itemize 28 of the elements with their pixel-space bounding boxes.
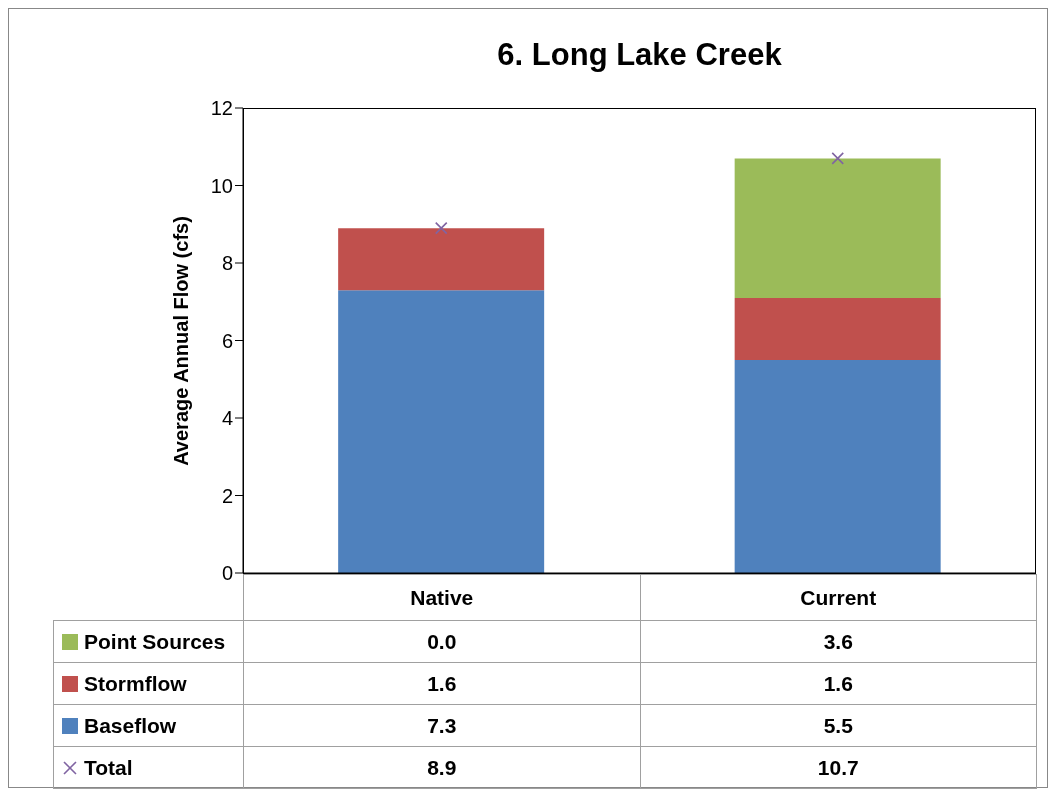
y-tick-label: 12 bbox=[210, 97, 233, 120]
y-tick-label: 6 bbox=[221, 329, 233, 352]
data-label: 7.3 bbox=[243, 704, 640, 747]
y-tick-label: 2 bbox=[221, 484, 233, 507]
data-label: 1.6 bbox=[243, 662, 640, 705]
y-tick-label: 0 bbox=[221, 562, 233, 585]
y-tick-label: 4 bbox=[221, 407, 233, 430]
data-label: 10.7 bbox=[640, 746, 1037, 789]
x-tick-label: Native bbox=[243, 574, 640, 621]
data-label: 8.9 bbox=[243, 746, 640, 789]
y-tick-label: 8 bbox=[221, 252, 233, 275]
data-label: 3.6 bbox=[640, 620, 1037, 663]
legend-label: Stormflow bbox=[53, 662, 244, 705]
y-tick-label: 10 bbox=[210, 174, 233, 197]
bar bbox=[338, 228, 545, 291]
legend-label: Point Sources bbox=[53, 620, 244, 663]
bar bbox=[734, 297, 941, 360]
bar bbox=[734, 359, 941, 573]
data-label: 5.5 bbox=[640, 704, 1037, 747]
legend-label: Baseflow bbox=[53, 704, 244, 747]
data-label: 0.0 bbox=[243, 620, 640, 663]
bar bbox=[734, 158, 941, 298]
y-axis-title: Average Annual Flow (cfs) bbox=[169, 216, 193, 466]
bar bbox=[338, 290, 545, 573]
chart-title: 6. Long Lake Creek bbox=[496, 37, 783, 73]
legend-label: Total bbox=[53, 746, 244, 789]
x-tick-label: Current bbox=[640, 574, 1037, 621]
data-label: 1.6 bbox=[640, 662, 1037, 705]
